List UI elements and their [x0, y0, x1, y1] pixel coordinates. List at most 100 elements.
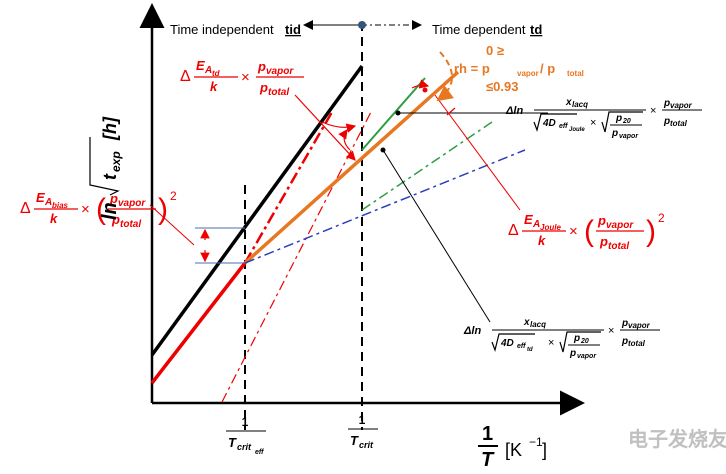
label: p [259, 80, 268, 95]
label: Δ [20, 200, 31, 217]
label: vapor [606, 220, 634, 231]
label: E [196, 58, 205, 73]
radical [533, 113, 577, 133]
label: vapor [118, 198, 146, 209]
label: A [44, 197, 52, 208]
label: k [50, 211, 58, 226]
label: eff [517, 343, 526, 350]
label: total [670, 119, 688, 128]
label: vapor [619, 133, 639, 140]
label: [h] [100, 116, 120, 141]
label: Δln [505, 105, 523, 117]
tick-label: T [350, 433, 359, 448]
label: 20 [622, 118, 631, 125]
label: x [565, 97, 572, 108]
x-axis-label: −1 [529, 435, 543, 449]
radical [89, 137, 120, 196]
label: bias [52, 201, 69, 210]
label: × [569, 223, 578, 240]
label: ln [99, 202, 121, 220]
label: p [109, 191, 118, 206]
label: vapor [517, 69, 539, 78]
label: p [621, 336, 628, 347]
label: p [663, 116, 670, 127]
label: t [100, 173, 120, 180]
label: × [81, 201, 90, 218]
header: Time independent [170, 22, 274, 37]
label: Joule [540, 223, 561, 232]
label: A [204, 65, 212, 76]
header-tag: tid [285, 22, 301, 37]
label: ≤0.93 [486, 79, 518, 94]
label: p [573, 333, 580, 344]
label: / p [540, 61, 555, 76]
label: ( [584, 215, 594, 248]
label: A [532, 219, 540, 230]
label: ) [158, 193, 168, 226]
label: p [569, 348, 576, 359]
label: total [567, 69, 584, 78]
header-tag: td [530, 22, 542, 37]
x-axis-label: T [481, 449, 495, 471]
label: × [548, 337, 554, 349]
label: td [212, 69, 221, 78]
label: p [599, 234, 608, 249]
label: 2 [658, 211, 665, 225]
label: k [538, 233, 546, 248]
label: E [36, 190, 45, 205]
header: Time dependent [432, 22, 526, 37]
axes [139, 3, 585, 416]
tick-label: crit [359, 440, 374, 450]
label: total [608, 241, 629, 252]
label: p [611, 128, 618, 139]
label: 4D [500, 338, 514, 349]
label: p [663, 98, 670, 109]
label: Δ [180, 68, 191, 85]
label: vapor [577, 353, 597, 360]
label: lacq [530, 320, 546, 329]
tick-label: 1 [242, 415, 249, 429]
label: total [268, 87, 289, 98]
x-axis-label: [K [505, 440, 522, 460]
label: p [257, 59, 266, 74]
label: p [597, 213, 606, 228]
label: k [210, 79, 218, 94]
label: × [608, 325, 614, 337]
label: vapor [628, 321, 651, 330]
label: vapor [670, 101, 693, 110]
tick-label: 1 [359, 413, 366, 427]
x-axis-label: ] [542, 440, 547, 460]
label: E [524, 212, 533, 227]
label: x [523, 317, 530, 328]
label: exp [109, 151, 123, 172]
radical [601, 111, 643, 133]
guides [244, 20, 422, 430]
tick-label: crit [237, 442, 252, 452]
label: Δln [463, 325, 481, 337]
x-axis-label: 1 [482, 423, 493, 445]
label: total [120, 219, 141, 230]
label: Joule [569, 127, 585, 133]
label: Δ [508, 222, 519, 239]
label: 0 ≥ [486, 43, 504, 58]
label: vapor [266, 66, 294, 77]
label: eff [559, 123, 568, 130]
label: td [527, 347, 533, 353]
label: × [650, 105, 656, 117]
label: ) [646, 215, 656, 248]
tick-label: T [228, 435, 237, 450]
tick-label: eff [255, 449, 264, 456]
label: rh = p [454, 61, 490, 76]
label: p [111, 212, 120, 227]
watermark: 电子发烧友 [628, 427, 726, 451]
label: p [621, 318, 628, 329]
curves [149, 51, 548, 403]
radical [491, 333, 535, 353]
label: × [590, 117, 596, 129]
label: × [241, 69, 250, 86]
label: p [615, 113, 622, 124]
radical [559, 331, 601, 353]
label: 20 [580, 338, 589, 345]
